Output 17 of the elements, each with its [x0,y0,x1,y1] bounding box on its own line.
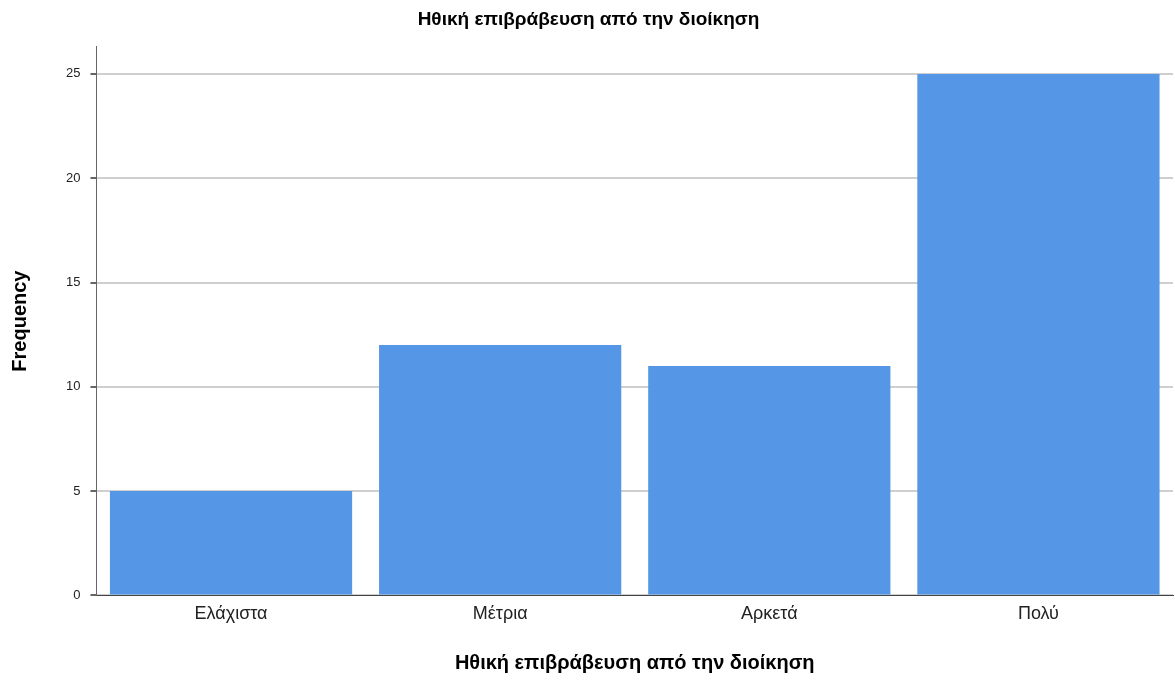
y-tick-label: 15 [65,274,81,290]
bar [648,365,891,595]
y-tick-label: 10 [65,378,81,394]
x-tick-label: Πολύ [1017,603,1059,624]
bar [917,73,1160,595]
y-tick-label: 25 [65,65,81,81]
chart-title: Ηθική επιβράβευση από την διοίκηση [417,7,760,29]
y-tick-label: 20 [65,169,81,185]
x-axis-title: Ηθική επιβράβευση από την διοίκηση [454,650,815,673]
y-tick-label: 0 [73,586,81,602]
bar [109,491,353,595]
y-tick-label: 5 [73,482,81,498]
bar [379,345,622,595]
y-axis-title: Frequency [7,269,30,372]
x-tick-label: Μέτρια [472,603,528,624]
x-tick-label: Αρκετά [741,603,798,624]
x-tick-label: Ελάχιστα [194,603,268,624]
